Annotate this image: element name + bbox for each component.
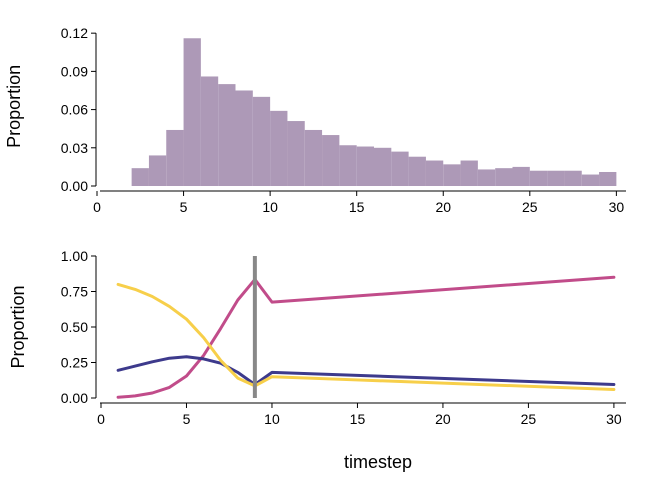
histogram-bar [252,96,271,186]
histogram-bar [304,129,323,186]
y-tick-label: 0.75 [61,284,88,300]
histogram-bar [564,170,582,186]
histogram-bar [235,90,253,186]
series-line-3 [116,282,616,391]
y-tick-label: 0.00 [61,390,88,406]
x-tick-label: 0 [97,411,105,427]
histogram-bar [599,171,617,186]
y-tick-label: 0.12 [61,25,88,41]
x-tick-label: 0 [93,199,101,215]
histogram-bar [270,110,288,186]
y-tick-label: 0.25 [61,355,88,371]
y-tick-label: 0.00 [61,178,88,194]
x-tick-label: 20 [435,411,451,427]
histogram-bar [356,146,374,186]
series-line-2 [116,355,616,386]
x-tick-label: 10 [264,411,280,427]
histogram-bar [339,145,357,186]
histogram-bar [148,155,167,186]
series-line-1 [116,275,616,399]
histogram-bar [408,156,426,186]
y-tick-label: 0.06 [61,102,88,118]
x-tick-label: 5 [183,411,191,427]
y-tick-label: 0.50 [61,319,88,335]
histogram-bar [374,147,392,186]
y-tick-label: 1.00 [61,248,88,264]
histogram-bar [200,76,219,186]
histogram-bar [322,135,340,186]
x-tick-label: 30 [609,199,625,215]
x-tick-label: 15 [349,199,365,215]
histogram-bar [166,129,184,186]
y-axis-title: Proportion [8,285,28,368]
x-axis-title: timestep [344,452,412,472]
line-panel: 0.00 0.25 0.50 0.75 1.00 0 5 10 15 20 25 30 Proporti… [8,248,626,472]
histogram-bar [183,38,201,186]
histogram-bar [512,166,530,186]
histogram-bar [425,160,444,186]
histogram-panel: 0.00 0.03 0.06 0.09 0.12 0 5 10 15 20 25 30 Proporti… [4,25,626,215]
histogram-bar [218,84,236,186]
x-tick-label: 15 [350,411,366,427]
histogram-bar [495,168,513,186]
x-tick-label: 10 [262,199,278,215]
y-tick-label: 0.03 [61,140,88,156]
x-tick-label: 5 [180,199,188,215]
histogram-bar [460,160,478,186]
x-tick-label: 25 [521,411,537,427]
x-tick-label: 20 [435,199,451,215]
x-tick-label: 25 [522,199,538,215]
histogram-bar [547,170,565,186]
y-axis-title: Proportion [4,65,24,148]
histogram-bar [443,164,461,186]
histogram-bar [581,174,600,186]
histogram-bar [287,121,305,186]
histogram-bar [477,169,496,186]
y-tick-label: 0.09 [61,63,88,79]
x-tick-label: 30 [606,411,622,427]
histogram-bar [529,170,548,186]
histogram-bar [391,151,409,186]
histogram-bar [131,168,149,186]
